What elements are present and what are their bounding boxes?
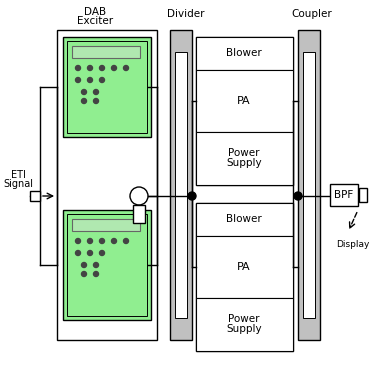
Bar xyxy=(175,52,187,318)
Text: Blower: Blower xyxy=(226,214,262,224)
Text: ETI: ETI xyxy=(10,170,25,180)
Circle shape xyxy=(88,239,93,243)
Circle shape xyxy=(130,187,148,205)
Circle shape xyxy=(81,89,87,95)
Bar xyxy=(72,46,140,58)
Bar xyxy=(303,52,315,318)
Bar xyxy=(330,184,358,206)
Text: BPF: BPF xyxy=(334,190,354,200)
Circle shape xyxy=(94,272,98,276)
Bar xyxy=(72,219,140,231)
Text: DAB: DAB xyxy=(84,7,106,17)
Circle shape xyxy=(112,65,116,71)
Circle shape xyxy=(88,77,93,83)
Bar xyxy=(63,37,151,137)
Bar xyxy=(170,30,192,340)
Circle shape xyxy=(75,239,81,243)
Circle shape xyxy=(100,77,104,83)
Bar xyxy=(196,203,293,236)
Circle shape xyxy=(100,65,104,71)
Text: Supply: Supply xyxy=(226,324,262,334)
Bar xyxy=(30,191,40,201)
Bar xyxy=(196,236,293,298)
Circle shape xyxy=(88,251,93,255)
Text: Supply: Supply xyxy=(226,158,262,168)
Bar xyxy=(133,205,145,223)
Circle shape xyxy=(188,192,196,200)
Circle shape xyxy=(100,251,104,255)
Circle shape xyxy=(123,65,129,71)
Text: Coupler: Coupler xyxy=(292,9,332,19)
Circle shape xyxy=(75,251,81,255)
Circle shape xyxy=(88,65,93,71)
Text: Signal: Signal xyxy=(3,179,33,189)
Circle shape xyxy=(123,239,129,243)
Bar xyxy=(196,37,293,185)
Circle shape xyxy=(94,98,98,104)
Text: PA: PA xyxy=(237,262,251,272)
Text: Display: Display xyxy=(336,239,370,248)
Circle shape xyxy=(81,272,87,276)
Circle shape xyxy=(75,77,81,83)
Text: Divider: Divider xyxy=(167,9,205,19)
Circle shape xyxy=(294,192,302,200)
Bar xyxy=(359,188,367,202)
Circle shape xyxy=(81,263,87,267)
Circle shape xyxy=(81,98,87,104)
Bar xyxy=(63,210,151,320)
Bar xyxy=(67,214,147,316)
Circle shape xyxy=(112,239,116,243)
Circle shape xyxy=(100,239,104,243)
Text: Exciter: Exciter xyxy=(77,16,113,26)
Text: Blower: Blower xyxy=(226,48,262,58)
Bar xyxy=(298,30,320,340)
Circle shape xyxy=(94,89,98,95)
Bar xyxy=(196,298,293,351)
Bar xyxy=(196,37,293,70)
Text: PA: PA xyxy=(237,96,251,106)
Text: Power: Power xyxy=(228,148,260,158)
Text: Power: Power xyxy=(228,314,260,324)
Bar xyxy=(196,132,293,185)
Circle shape xyxy=(75,65,81,71)
Bar xyxy=(67,41,147,133)
Bar xyxy=(57,30,157,340)
Bar xyxy=(196,203,293,351)
Bar xyxy=(196,70,293,132)
Circle shape xyxy=(94,263,98,267)
